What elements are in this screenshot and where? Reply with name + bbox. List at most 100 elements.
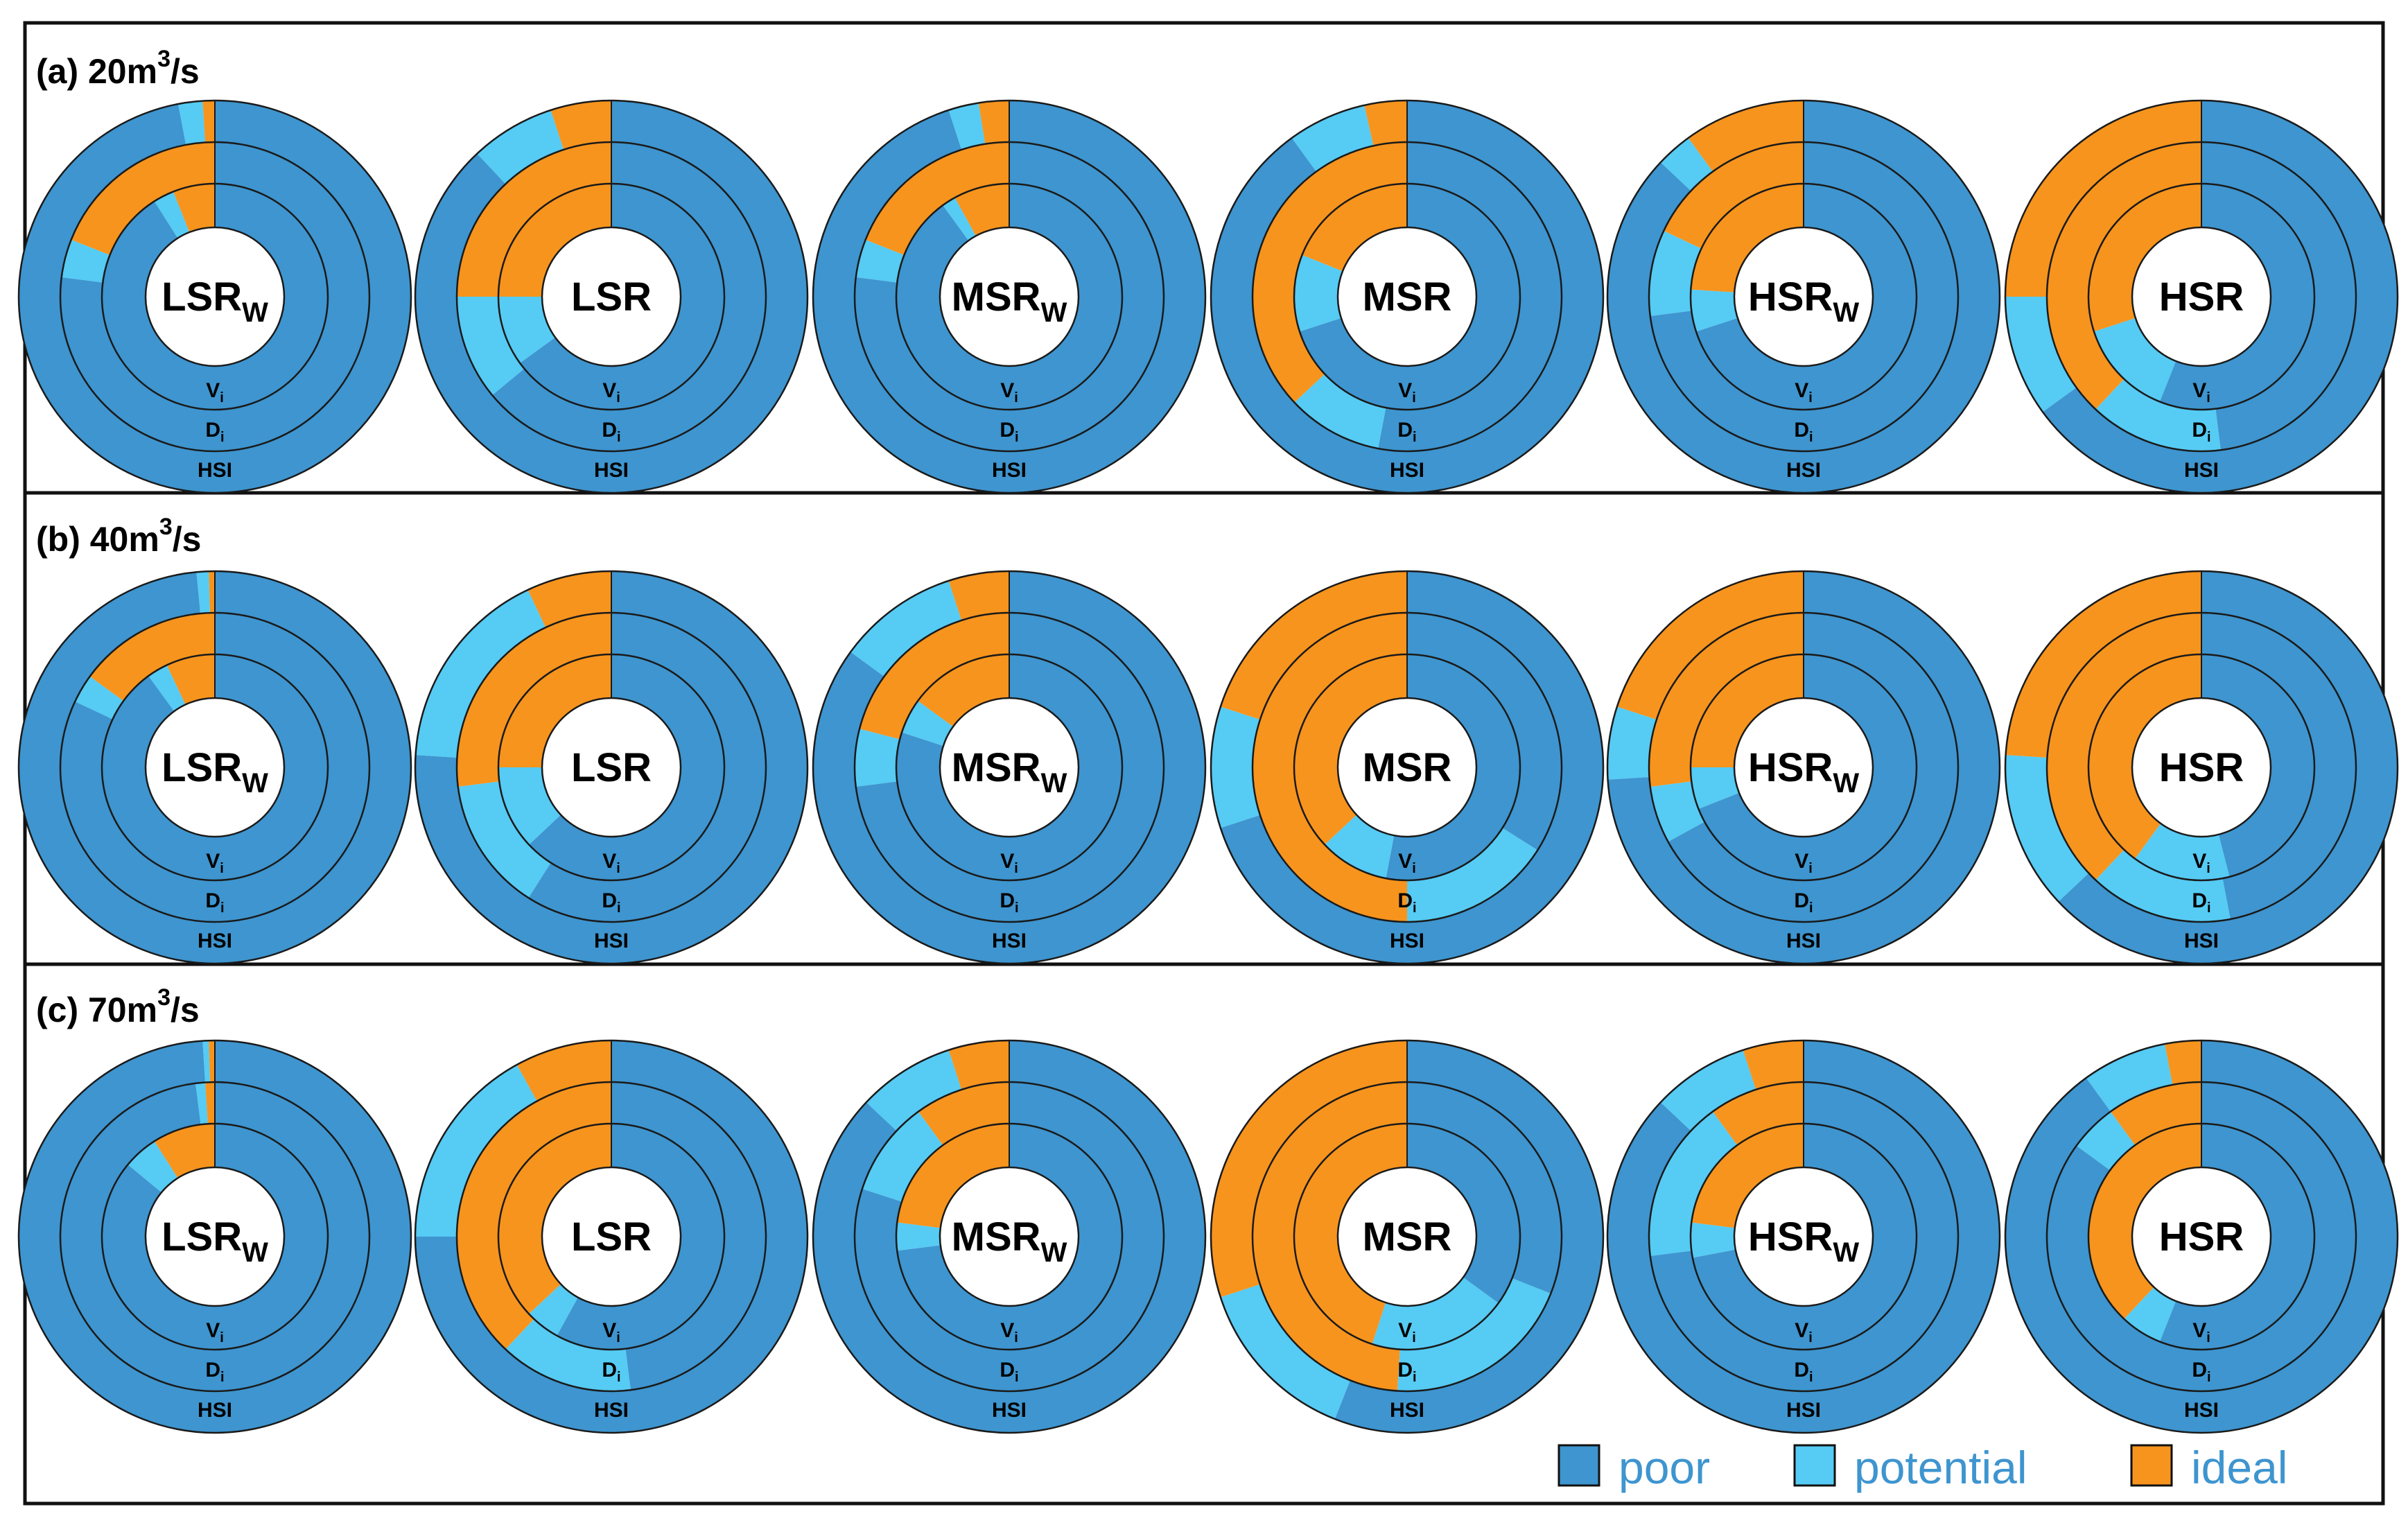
ring-label-hsi: HSI xyxy=(594,930,629,952)
ring-vi-poor-arc xyxy=(896,654,1123,880)
ring-vi-potential-arc xyxy=(148,665,186,712)
ring-hsi-potential-arc xyxy=(2005,755,2089,902)
ring-vi-poor-arc xyxy=(896,184,1122,410)
ring-hsi-ideal-arc xyxy=(2164,1040,2201,1085)
ring-label-vi: Vi xyxy=(206,1319,224,1345)
ring-di-ideal-arc xyxy=(457,142,611,297)
ring-label-hsi: HSI xyxy=(1390,930,1424,952)
ring-label-vi: Vi xyxy=(2192,850,2210,876)
ring-di-potential-arc xyxy=(855,729,900,787)
donut-3-3: MSRW Vi Di HSI xyxy=(812,1039,1207,1434)
ring-di-poor-arc xyxy=(2201,142,2357,451)
ring-di-potential-arc xyxy=(75,676,124,720)
ring-vi-poor-arc xyxy=(529,654,724,880)
ring-vi-poor-arc xyxy=(1386,654,1520,880)
legend-swatch-poor xyxy=(1558,1444,1600,1487)
ring-vi-ideal-arc xyxy=(173,184,215,233)
ring-vi-ideal-arc xyxy=(1691,654,1804,767)
ring-di-potential-arc xyxy=(1649,1111,1738,1256)
ring-vi-potential-arc xyxy=(943,198,976,241)
ring-vi-potential-arc xyxy=(901,701,954,747)
ring-di-ideal-arc xyxy=(204,1082,215,1124)
ring-label-vi: Vi xyxy=(206,850,224,876)
ring-hsi-potential-arc xyxy=(2086,1044,2173,1112)
donut-2-2: LSR Vi Di HSI xyxy=(414,570,809,965)
ring-label-di: Di xyxy=(602,1359,620,1385)
chart-center-label: HSRW xyxy=(1748,274,1859,328)
ring-vi-potential-arc xyxy=(1293,254,1343,332)
ring-label-di: Di xyxy=(2192,419,2210,445)
ring-di-ideal-arc xyxy=(1664,142,1804,249)
donut-3-4: MSR Vi Di HSI xyxy=(1210,1039,1605,1434)
ring-hsi-potential-arc xyxy=(1607,706,1657,780)
donut-1-4: MSR Vi Di HSI xyxy=(1210,99,1605,494)
ring-vi-poor-arc xyxy=(102,654,329,880)
ring-vi-poor-arc xyxy=(557,1124,724,1350)
donut-charts: LSRWViDiHSILSRViDiHSIMSRWViDiHSIMSRViDiH… xyxy=(17,99,2399,1434)
ring-hsi-potential-arc xyxy=(1291,105,1374,172)
ring-label-hsi: HSI xyxy=(2184,459,2219,482)
donut-2-5: HSRW Vi Di HSI xyxy=(1606,570,2001,965)
ring-vi-ideal-arc xyxy=(2088,184,2202,332)
ring-di-poor-arc xyxy=(528,613,766,923)
ring-hsi-potential-arc xyxy=(948,103,986,150)
ring-vi-ideal-arc xyxy=(1294,1124,1407,1345)
ring-hsi-ideal-arc xyxy=(516,1040,611,1101)
ring-di-ideal-arc xyxy=(1253,142,1407,403)
chart-center-label: MSR xyxy=(1363,1214,1452,1260)
ring-di-ideal-arc xyxy=(89,613,215,702)
ring-di-ideal-arc xyxy=(1712,1082,1804,1146)
ring-vi-potential-arc xyxy=(1691,767,1740,810)
ring-label-di: Di xyxy=(205,1359,224,1385)
ring-vi-potential-arc xyxy=(154,191,190,238)
ring-label-hsi: HSI xyxy=(198,1399,232,1422)
ring-vi-ideal-arc xyxy=(154,1124,215,1178)
ring-label-vi: Vi xyxy=(206,379,224,406)
chart-center-label: LSR xyxy=(571,1214,652,1260)
ring-hsi-potential-arc xyxy=(1660,138,1713,191)
ring-vi-potential-arc xyxy=(2093,317,2176,402)
ring-di-ideal-arc xyxy=(71,142,215,255)
chart-center-label: MSR xyxy=(1363,745,1452,790)
ring-hsi-ideal-arc xyxy=(948,1040,1009,1090)
chart-center-label: MSR xyxy=(1363,274,1452,320)
ring-label-hsi: HSI xyxy=(1786,930,1821,952)
ring-di-potential-arc xyxy=(2076,1111,2136,1171)
chart-center-label: LSR xyxy=(571,274,652,320)
ring-di-poor-arc xyxy=(1378,142,1562,451)
ring-label-di: Di xyxy=(1000,889,1018,916)
ring-label-vi: Vi xyxy=(1398,1319,1416,1345)
ring-vi-potential-arc xyxy=(2124,1287,2176,1342)
ring-vi-poor-arc xyxy=(1407,1124,1520,1303)
ring-label-vi: Vi xyxy=(1398,850,1416,876)
ring-hsi-ideal-arc xyxy=(209,571,215,613)
ring-hsi-ideal-arc xyxy=(1220,571,1407,720)
legend-swatch-potential xyxy=(1793,1444,1836,1487)
ring-label-di: Di xyxy=(1794,889,1813,916)
legend: poor potential ideal xyxy=(1558,1442,2287,1493)
legend-label-potential: potential xyxy=(1854,1442,2027,1493)
donut-1-2: LSR Vi Di HSI xyxy=(414,99,809,494)
ring-vi-poor-arc xyxy=(1692,1124,1917,1350)
ring-hsi-ideal-arc xyxy=(948,571,1009,620)
ring-label-hsi: HSI xyxy=(1786,1399,1821,1422)
ring-label-di: Di xyxy=(2192,889,2210,916)
ring-label-di: Di xyxy=(602,889,620,916)
donut-1-1: LSRW Vi Di HSI xyxy=(17,99,412,494)
ring-vi-poor-arc xyxy=(2159,183,2314,410)
ring-hsi-poor-arc xyxy=(1334,1040,1603,1433)
ring-label-hsi: HSI xyxy=(198,459,232,482)
donut-2-6: HSR Vi Di HSI xyxy=(2004,570,2399,965)
ring-hsi-potential-arc xyxy=(415,1065,537,1237)
panel-a-title: (a) 20m3/s xyxy=(36,46,200,91)
ring-vi-poor-arc xyxy=(2201,654,2314,877)
ring-vi-poor-arc xyxy=(1695,184,1917,410)
ring-di-ideal-arc xyxy=(1253,1082,1407,1391)
ring-hsi-ideal-arc xyxy=(550,101,611,150)
legend-label-ideal: ideal xyxy=(2191,1442,2287,1493)
legend-label-poor: poor xyxy=(1619,1442,1710,1493)
ring-hsi-ideal-arc xyxy=(202,101,215,143)
chart-center-label: HSR xyxy=(2159,1214,2244,1260)
ring-label-vi: Vi xyxy=(1795,379,1813,406)
ring-vi-ideal-arc xyxy=(1691,184,1804,293)
